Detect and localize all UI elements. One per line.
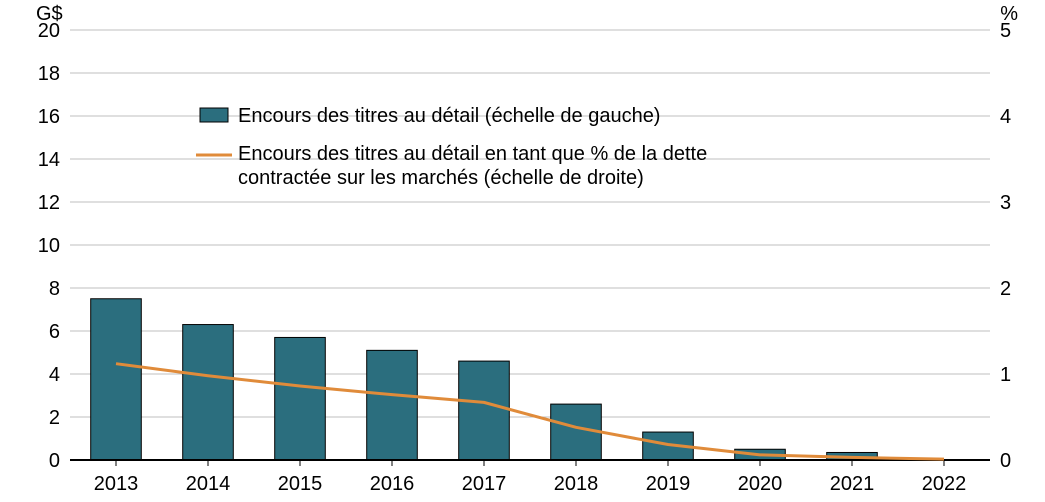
y-left-tick-label: 4 <box>49 364 60 386</box>
bar <box>275 337 326 460</box>
y-left-tick-label: 12 <box>38 192 60 214</box>
bar <box>459 361 510 460</box>
y-left-tick-label: 10 <box>38 235 60 257</box>
y-right-tick-label: 2 <box>1000 278 1011 300</box>
x-tick-label: 2014 <box>186 473 231 495</box>
y-right-tick-label: 3 <box>1000 192 1011 214</box>
x-tick-label: 2015 <box>278 473 323 495</box>
x-tick-label: 2017 <box>462 473 507 495</box>
legend-bar-label: Encours des titres au détail (échelle de… <box>238 105 660 127</box>
bar <box>183 325 234 460</box>
bar <box>367 350 418 460</box>
legend-line-label-2: contractée sur les marchés (échelle de d… <box>238 167 644 189</box>
x-tick-label: 2016 <box>370 473 415 495</box>
x-tick-label: 2018 <box>554 473 599 495</box>
y-left-tick-label: 16 <box>38 106 60 128</box>
y-left-tick-label: 18 <box>38 63 60 85</box>
y-right-tick-label: 4 <box>1000 106 1011 128</box>
legend-line-label-1: Encours des titres au détail en tant que… <box>238 143 707 165</box>
y-left-tick-label: 8 <box>49 278 60 300</box>
y-left-title: G$ <box>36 3 63 25</box>
x-tick-label: 2022 <box>922 473 967 495</box>
retail-debt-chart: 2013201420152016201720182019202020212022… <box>0 0 1045 502</box>
y-left-tick-label: 14 <box>38 149 60 171</box>
x-tick-label: 2013 <box>94 473 139 495</box>
y-left-tick-label: 0 <box>49 450 60 472</box>
chart-background <box>0 0 1045 502</box>
legend-bar-swatch <box>200 108 228 122</box>
y-right-tick-label: 1 <box>1000 364 1011 386</box>
y-left-tick-label: 2 <box>49 407 60 429</box>
bar <box>91 299 142 460</box>
y-right-title: % <box>1000 3 1018 25</box>
chart-svg: 2013201420152016201720182019202020212022… <box>0 0 1045 502</box>
x-tick-label: 2019 <box>646 473 691 495</box>
x-tick-label: 2021 <box>830 473 875 495</box>
y-left-tick-label: 6 <box>49 321 60 343</box>
y-right-tick-label: 0 <box>1000 450 1011 472</box>
x-tick-label: 2020 <box>738 473 783 495</box>
